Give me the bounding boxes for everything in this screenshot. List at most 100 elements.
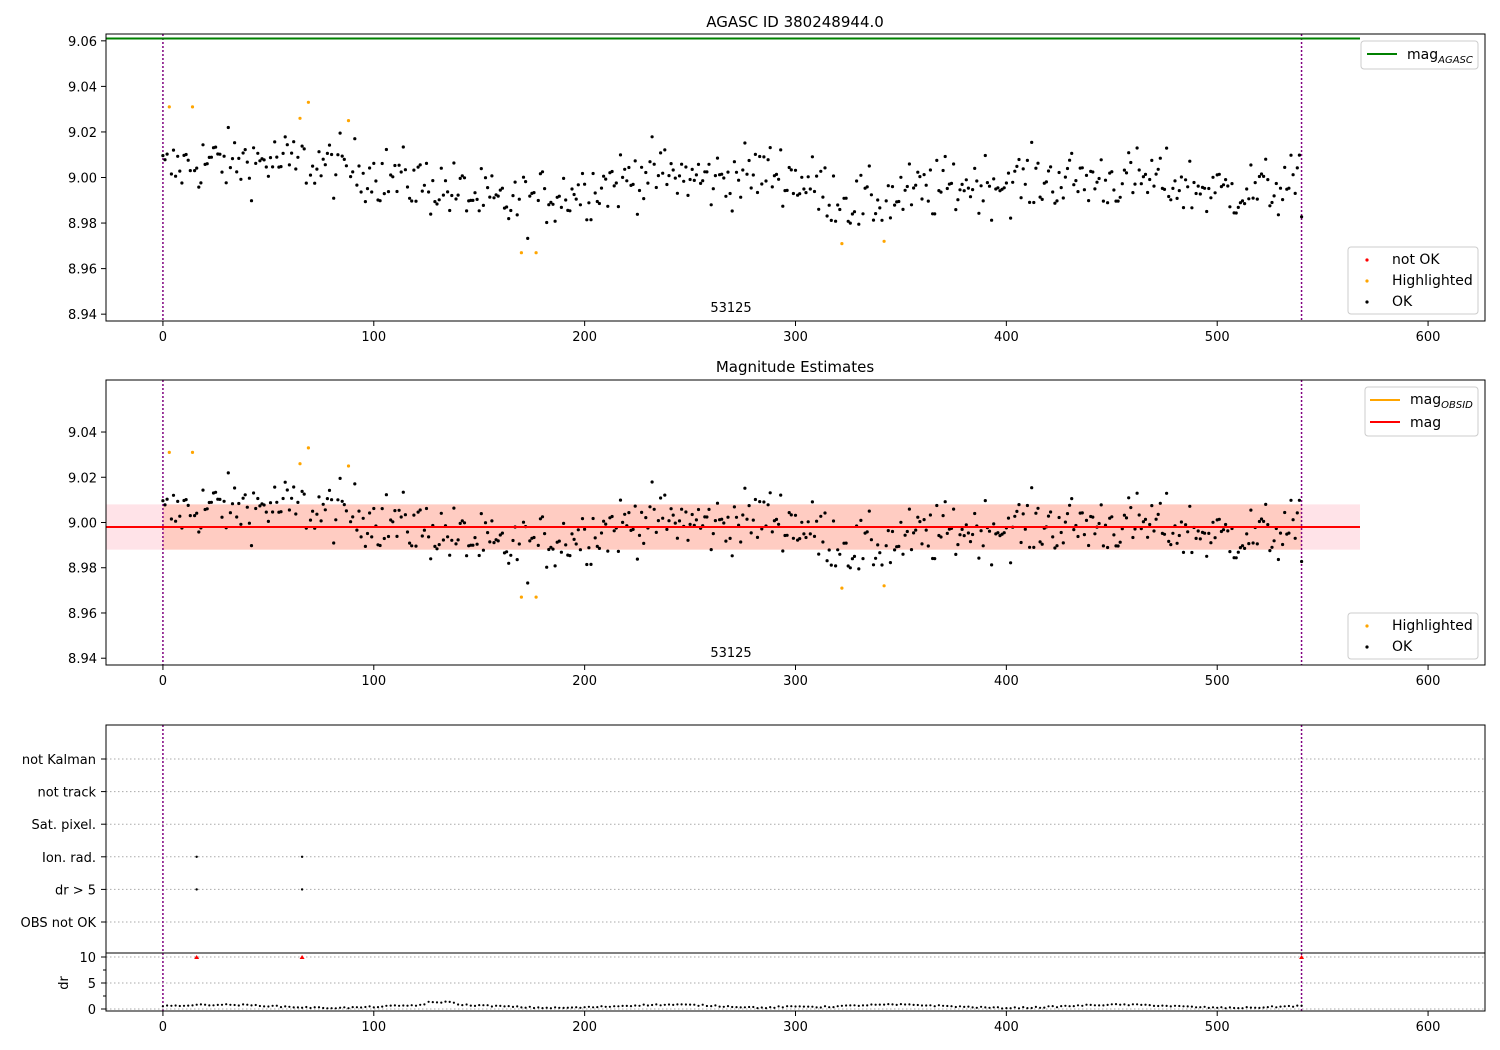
ok-point — [368, 511, 372, 515]
ok-point — [526, 236, 530, 240]
ok-point — [578, 203, 583, 207]
ok-point — [488, 195, 492, 199]
ok-point — [865, 530, 869, 534]
ok-point — [1082, 533, 1086, 537]
ok-point — [962, 534, 966, 538]
ok-point — [918, 520, 922, 524]
ok-point — [852, 210, 857, 214]
ok-point — [633, 504, 637, 508]
ok-point — [1207, 186, 1211, 191]
ok-point — [1065, 511, 1070, 516]
ok-point — [755, 535, 760, 540]
dr-point — [1237, 1007, 1240, 1010]
ok-point — [673, 521, 677, 525]
dr-point — [1144, 1003, 1147, 1006]
dr-point — [798, 1005, 801, 1008]
ok-point — [1002, 186, 1006, 190]
ok-point — [340, 154, 344, 158]
ok-point — [266, 174, 270, 178]
dr-point — [726, 1005, 730, 1008]
dr-point — [1262, 1006, 1265, 1009]
ok-point — [747, 504, 751, 508]
ok-point — [808, 187, 812, 191]
dr-tick-label: 0 — [88, 1003, 96, 1018]
ok-point — [850, 212, 855, 216]
dr-point — [579, 1006, 582, 1009]
ok-point — [1051, 190, 1055, 194]
ok-point — [509, 208, 513, 213]
dr-point — [600, 1005, 603, 1008]
ok-point — [498, 533, 502, 537]
dr-point — [431, 1001, 434, 1004]
ok-point — [916, 170, 920, 174]
dr-point — [237, 1004, 240, 1007]
ok-point — [1287, 531, 1291, 535]
ok-point — [1006, 171, 1011, 175]
ok-point — [174, 174, 178, 178]
ok-point — [1154, 517, 1158, 521]
ok-point — [686, 193, 690, 197]
ok-point — [614, 181, 618, 185]
ok-point — [557, 194, 561, 198]
dr-point — [1089, 1003, 1092, 1007]
dr-point — [1245, 1006, 1248, 1009]
ok-point — [281, 151, 285, 155]
ok-point — [564, 543, 568, 547]
ok-point — [1021, 167, 1025, 171]
agasc-panel: AGASC ID 380248944.0 53125 0 100 200 300 400… — [68, 13, 1486, 345]
x-tick-label: 0 — [159, 674, 167, 689]
ok-point — [551, 202, 555, 206]
ok-point — [408, 196, 412, 200]
ok-point — [623, 512, 627, 516]
ok-point — [543, 532, 547, 536]
ok-point — [287, 508, 291, 512]
ok-point — [781, 549, 785, 553]
ok-point — [317, 150, 321, 154]
dr-point — [1199, 1006, 1202, 1009]
ok-point — [1099, 503, 1103, 507]
dr-point — [360, 1006, 363, 1009]
ok-point — [677, 519, 682, 523]
ok-point — [414, 544, 418, 548]
ok-point — [1192, 180, 1196, 185]
ok-point — [1234, 211, 1238, 215]
x-tick-label: 300 — [783, 330, 808, 345]
dr-point — [1127, 1004, 1130, 1007]
flag-row-label: Sat. pixel. — [32, 818, 96, 833]
ok-point — [486, 186, 490, 190]
ok-point — [197, 530, 201, 534]
ok-point — [1224, 522, 1228, 527]
dr-point — [1022, 1006, 1025, 1009]
x-tick-label: 600 — [1416, 1020, 1441, 1035]
ok-point — [677, 174, 682, 178]
ok-point — [1133, 527, 1137, 531]
legend-label-mag: mag — [1410, 415, 1441, 431]
ok-point — [275, 155, 279, 159]
ok-point — [361, 171, 365, 175]
ok-point — [540, 515, 545, 519]
ok-point — [363, 200, 367, 204]
ok-point — [1030, 140, 1034, 144]
ok-point — [460, 174, 464, 178]
dr-point — [182, 1004, 186, 1007]
x-tick-label: 600 — [1416, 330, 1441, 345]
ok-point — [1274, 181, 1278, 186]
dr-point — [339, 1006, 342, 1009]
ok-point — [262, 158, 266, 162]
ok-point — [1150, 158, 1154, 162]
y-tick-label: 9.00 — [68, 517, 97, 532]
highlighted-point — [190, 105, 195, 109]
ok-point — [838, 207, 842, 212]
ok-point — [471, 543, 475, 547]
ok-point — [574, 542, 578, 546]
ok-point — [831, 174, 836, 178]
ok-point — [479, 167, 483, 171]
ok-point — [279, 165, 283, 169]
ok-point — [874, 556, 878, 560]
ok-point — [435, 547, 439, 551]
ok-point — [344, 164, 348, 168]
dr-point — [773, 1006, 776, 1009]
ok-point — [644, 516, 648, 520]
dr-point — [756, 1007, 759, 1010]
ok-point — [642, 541, 646, 546]
